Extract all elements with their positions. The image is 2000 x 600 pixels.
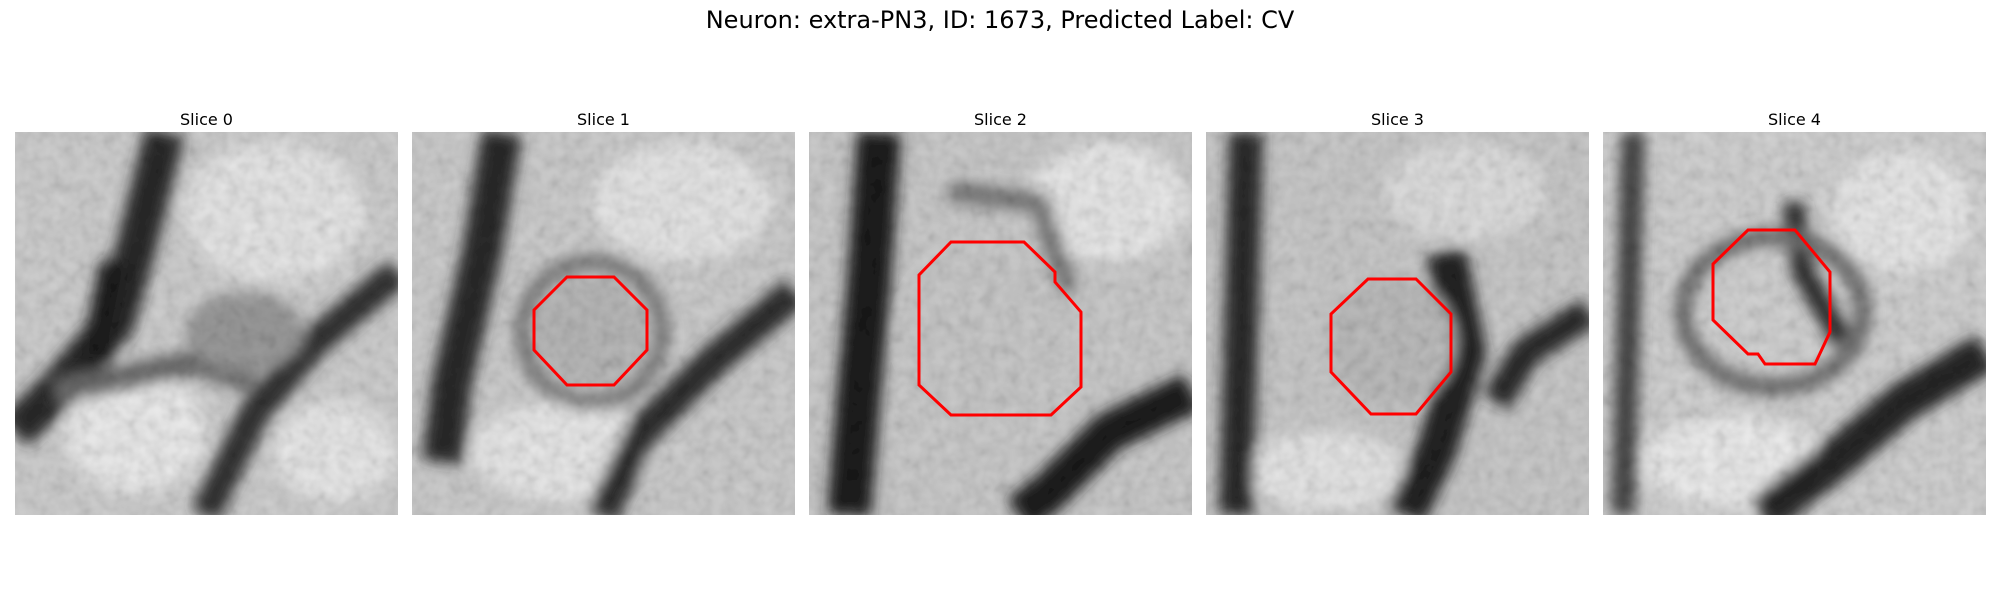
panel-slice-1: Slice 1 (412, 108, 795, 515)
panel-title-slice-0: Slice 0 (180, 110, 233, 129)
panel-slice-2: Slice 2 (809, 108, 1192, 515)
contour-slice-4 (1711, 228, 1832, 366)
panel-slice-3: Slice 3 (1206, 108, 1589, 515)
contour-slice-2 (917, 240, 1083, 417)
contour-slice-3 (1329, 277, 1453, 416)
em-image-slice-1 (412, 132, 795, 515)
panel-slice-0: Slice 0 (15, 108, 398, 515)
contour-slice-1 (532, 275, 649, 387)
figure-title: Neuron: extra-PN3, ID: 1673, Predicted L… (705, 6, 1295, 34)
em-image-slice-3 (1206, 132, 1589, 515)
panel-slice-4: Slice 4 (1603, 108, 1986, 515)
panel-title-slice-4: Slice 4 (1768, 110, 1821, 129)
panel-title-slice-3: Slice 3 (1371, 110, 1424, 129)
panel-title-slice-2: Slice 2 (974, 110, 1027, 129)
em-image-slice-4 (1603, 132, 1986, 515)
em-image-slice-0 (15, 132, 398, 515)
em-image-slice-2 (809, 132, 1192, 515)
panel-title-slice-1: Slice 1 (577, 110, 630, 129)
